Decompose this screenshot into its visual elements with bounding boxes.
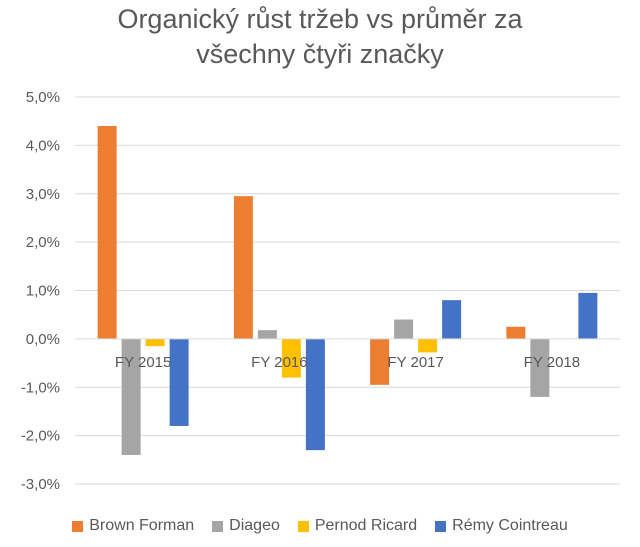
bar bbox=[121, 338, 141, 455]
y-tick-label: -2,0% bbox=[21, 428, 60, 445]
bar bbox=[370, 338, 390, 385]
bar bbox=[233, 196, 253, 339]
x-category-label: FY 2016 bbox=[251, 354, 307, 371]
x-category-label: FY 2017 bbox=[387, 354, 443, 371]
chart-title: Organický růst tržeb vs průměr za všechn… bbox=[0, 2, 640, 72]
legend-swatch bbox=[435, 520, 447, 532]
x-category-label: FY 2015 bbox=[115, 354, 171, 371]
y-tick-label: 1,0% bbox=[26, 283, 60, 300]
bar bbox=[281, 338, 301, 378]
y-tick-label: 3,0% bbox=[26, 186, 60, 203]
y-tick-label: 2,0% bbox=[26, 234, 60, 251]
legend-label: Pernod Ricard bbox=[314, 517, 418, 534]
legend-swatch bbox=[212, 520, 224, 532]
legend-swatch bbox=[72, 520, 84, 532]
legend-item: Brown Forman bbox=[72, 517, 194, 535]
chart-title-line-2: všechny čtyři značky bbox=[196, 39, 444, 69]
bar bbox=[169, 338, 189, 426]
x-category-label: FY 2018 bbox=[524, 354, 580, 371]
legend-swatch bbox=[297, 520, 309, 532]
y-tick-label: -1,0% bbox=[21, 379, 60, 396]
chart-title-line-1: Organický růst tržeb vs průměr za bbox=[117, 4, 523, 34]
legend-item: Pernod Ricard bbox=[297, 517, 418, 535]
bar bbox=[394, 319, 414, 339]
chart-legend: Brown Forman Diageo Pernod Ricard Rémy Coin… bbox=[0, 517, 640, 535]
bar bbox=[305, 338, 325, 451]
legend-item: Rémy Cointreau bbox=[435, 517, 568, 535]
bar bbox=[530, 338, 550, 397]
bar bbox=[578, 292, 598, 339]
bar bbox=[145, 338, 165, 347]
legend-label: Brown Forman bbox=[89, 517, 195, 534]
legend-label: Diageo bbox=[229, 517, 280, 534]
y-tick-label: 5,0% bbox=[26, 89, 60, 106]
legend-label: Rémy Cointreau bbox=[452, 517, 568, 534]
y-tick-label: 4,0% bbox=[26, 137, 60, 154]
bar bbox=[257, 330, 277, 339]
y-tick-label: -3,0% bbox=[21, 476, 60, 493]
bar bbox=[97, 126, 117, 339]
bar bbox=[442, 300, 462, 339]
bar bbox=[506, 326, 526, 339]
bar bbox=[418, 338, 438, 353]
legend-item: Diageo bbox=[212, 517, 280, 535]
y-tick-label: 0,0% bbox=[26, 331, 60, 348]
